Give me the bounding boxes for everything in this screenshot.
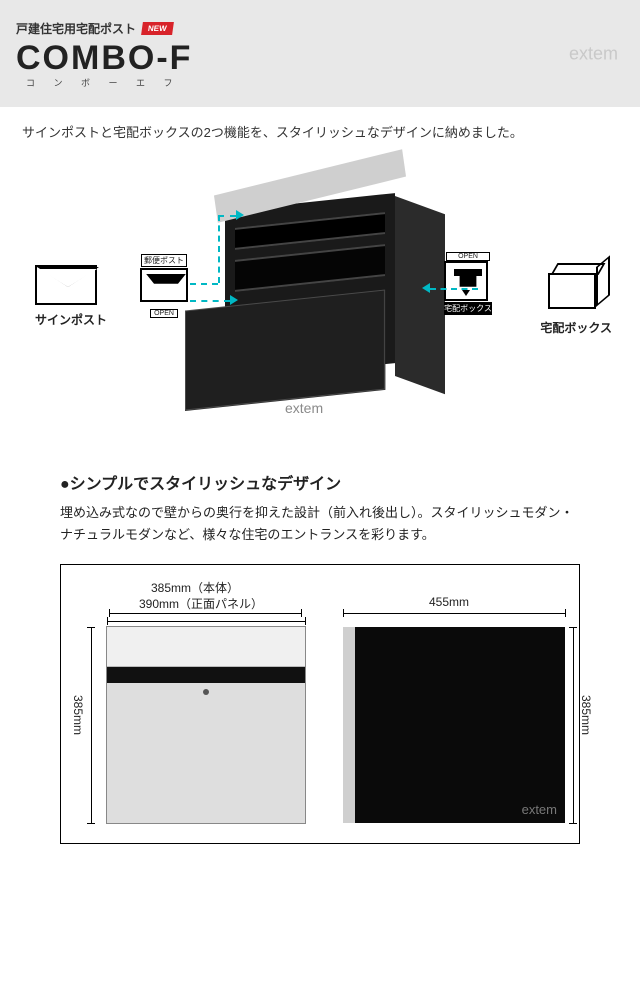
dim-line xyxy=(573,627,574,823)
delivery-caption: 宅配ボックス xyxy=(444,302,492,315)
front-view xyxy=(107,627,305,823)
arrow-segment xyxy=(190,283,218,285)
side-view: extem xyxy=(343,627,565,823)
arrow-head-icon xyxy=(236,210,244,220)
arrow-segment xyxy=(218,215,220,283)
delivery-open-label: OPEN xyxy=(446,252,490,261)
dim-line xyxy=(107,621,305,622)
parcel-group: OPEN 宅配ボックス 宅配ボックス xyxy=(462,255,612,336)
mailpost-caption: 郵便ポスト xyxy=(141,254,187,267)
dimension-figure: extem 385mm（本体） 390mm（正面パネル） 385mm 455mm… xyxy=(60,564,580,844)
header-eyebrow: 戸建住宅用宅配ポスト xyxy=(16,20,136,37)
dim-height-side: 385mm xyxy=(579,695,593,735)
dim-depth: 455mm xyxy=(429,595,469,609)
dim-line xyxy=(343,613,565,614)
dim-heading: ●シンプルでスタイリッシュなデザイン xyxy=(60,470,580,494)
arrow-segment xyxy=(430,288,478,290)
brand-watermark: extem xyxy=(569,43,618,64)
envelope-icon xyxy=(35,265,97,305)
arrow-segment xyxy=(190,300,230,302)
dim-line xyxy=(109,613,301,614)
product-title: COMBO-F xyxy=(16,39,624,78)
header-eyebrow-row: 戸建住宅用宅配ポスト NEW xyxy=(16,20,624,37)
dim-height-front: 385mm xyxy=(71,695,85,735)
mailpost-open-label: OPEN xyxy=(150,309,178,318)
side-watermark: extem xyxy=(522,802,557,817)
dim-width-panel: 390mm（正面パネル） xyxy=(139,595,263,612)
intro-text: サインポストと宅配ボックスの2つ機能を、スタイリッシュなデザインに納めました。 xyxy=(0,107,640,160)
mailpost-icon: 郵便ポスト OPEN xyxy=(140,250,188,320)
arrow-segment xyxy=(218,215,236,217)
header-band: 戸建住宅用宅配ポスト NEW COMBO-F コ ン ボ ー エ フ extem xyxy=(0,0,640,107)
product-subtitle: コ ン ボ ー エ フ xyxy=(26,76,624,89)
parcel-box-icon xyxy=(548,263,612,309)
product-render xyxy=(225,190,445,390)
diagram-watermark: extem xyxy=(285,400,323,416)
new-badge: NEW xyxy=(141,22,173,35)
dim-description: 埋め込み式なので壁からの奥行を抑えた設計（前入れ後出し）。スタイリッシュモダン・… xyxy=(60,502,580,546)
parcel-label: 宅配ボックス xyxy=(462,319,612,336)
arrow-head-icon xyxy=(230,295,238,305)
arrow-head-icon xyxy=(422,283,430,293)
product-diagram: extem サインポスト 郵便ポスト OPEN OPEN 宅配ボックス 宅配ボッ… xyxy=(0,160,640,430)
dimensions-section: ●シンプルでスタイリッシュなデザイン 埋め込み式なので壁からの奥行を抑えた設計（… xyxy=(0,430,640,864)
dim-width-body: 385mm（本体） xyxy=(151,579,239,596)
dim-line xyxy=(91,627,92,823)
